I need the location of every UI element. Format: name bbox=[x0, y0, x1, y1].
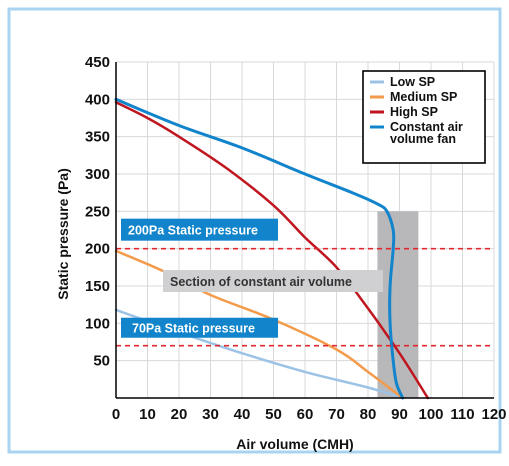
legend-box bbox=[362, 70, 486, 164]
annotations: 200Pa Static pressure 70Pa Static pressu… bbox=[121, 218, 383, 338]
ref-label-70-bg bbox=[121, 317, 278, 338]
x-tick-label: 0 bbox=[112, 406, 120, 423]
x-tick-label: 120 bbox=[481, 406, 506, 423]
axes bbox=[115, 62, 494, 399]
legend-label: Constant air bbox=[390, 120, 463, 134]
region-label: Section of constant air volume bbox=[170, 275, 352, 289]
x-tick-label: 60 bbox=[297, 406, 314, 423]
series-line-high-sp bbox=[114, 101, 430, 400]
y-tick-label: 450 bbox=[85, 54, 110, 71]
y-tick-label: 50 bbox=[93, 353, 110, 370]
legend-label: High SP bbox=[390, 105, 438, 119]
x-axis-label: Air volume (CMH) bbox=[236, 436, 353, 452]
x-tick-label: 80 bbox=[360, 406, 377, 423]
region-label-bg bbox=[163, 270, 383, 292]
y-tick-label: 350 bbox=[85, 129, 110, 146]
ref-label-200: 200Pa Static pressure bbox=[128, 224, 258, 238]
constant-volume-region bbox=[377, 211, 419, 398]
ref-label-70: 70Pa Static pressure bbox=[132, 322, 255, 336]
x-tick-label: 40 bbox=[234, 406, 251, 423]
legend-label: Medium SP bbox=[390, 90, 457, 104]
series-line-constant-air-volume-fan bbox=[114, 97, 405, 400]
ref-label-200-bg bbox=[121, 218, 278, 241]
y-tick-label: 250 bbox=[85, 203, 110, 220]
legend-label: Low SP bbox=[390, 75, 435, 89]
y-tick-label: 100 bbox=[85, 315, 110, 332]
x-tick-label: 90 bbox=[391, 406, 408, 423]
x-tick-label: 70 bbox=[328, 406, 345, 423]
x-tick-label: 50 bbox=[265, 406, 282, 423]
tick-labels: 0 10 20 30 40 50 60 70 80 90 100 110 120 50 100 150 200 2… bbox=[85, 54, 507, 423]
x-tick-label: 110 bbox=[450, 406, 474, 423]
legend-label: volume fan bbox=[390, 132, 456, 146]
x-tick-label: 100 bbox=[418, 406, 443, 423]
x-tick-label: 30 bbox=[202, 406, 219, 423]
y-tick-label: 300 bbox=[85, 166, 110, 183]
y-tick-label: 150 bbox=[85, 278, 110, 295]
y-axis-label: Static pressure (Pa) bbox=[55, 168, 71, 300]
x-tick-label: 20 bbox=[171, 406, 188, 423]
reference-lines bbox=[116, 247, 494, 347]
y-tick-label: 200 bbox=[85, 241, 110, 258]
x-tick-label: 10 bbox=[139, 406, 156, 423]
y-tick-label: 400 bbox=[85, 91, 110, 108]
